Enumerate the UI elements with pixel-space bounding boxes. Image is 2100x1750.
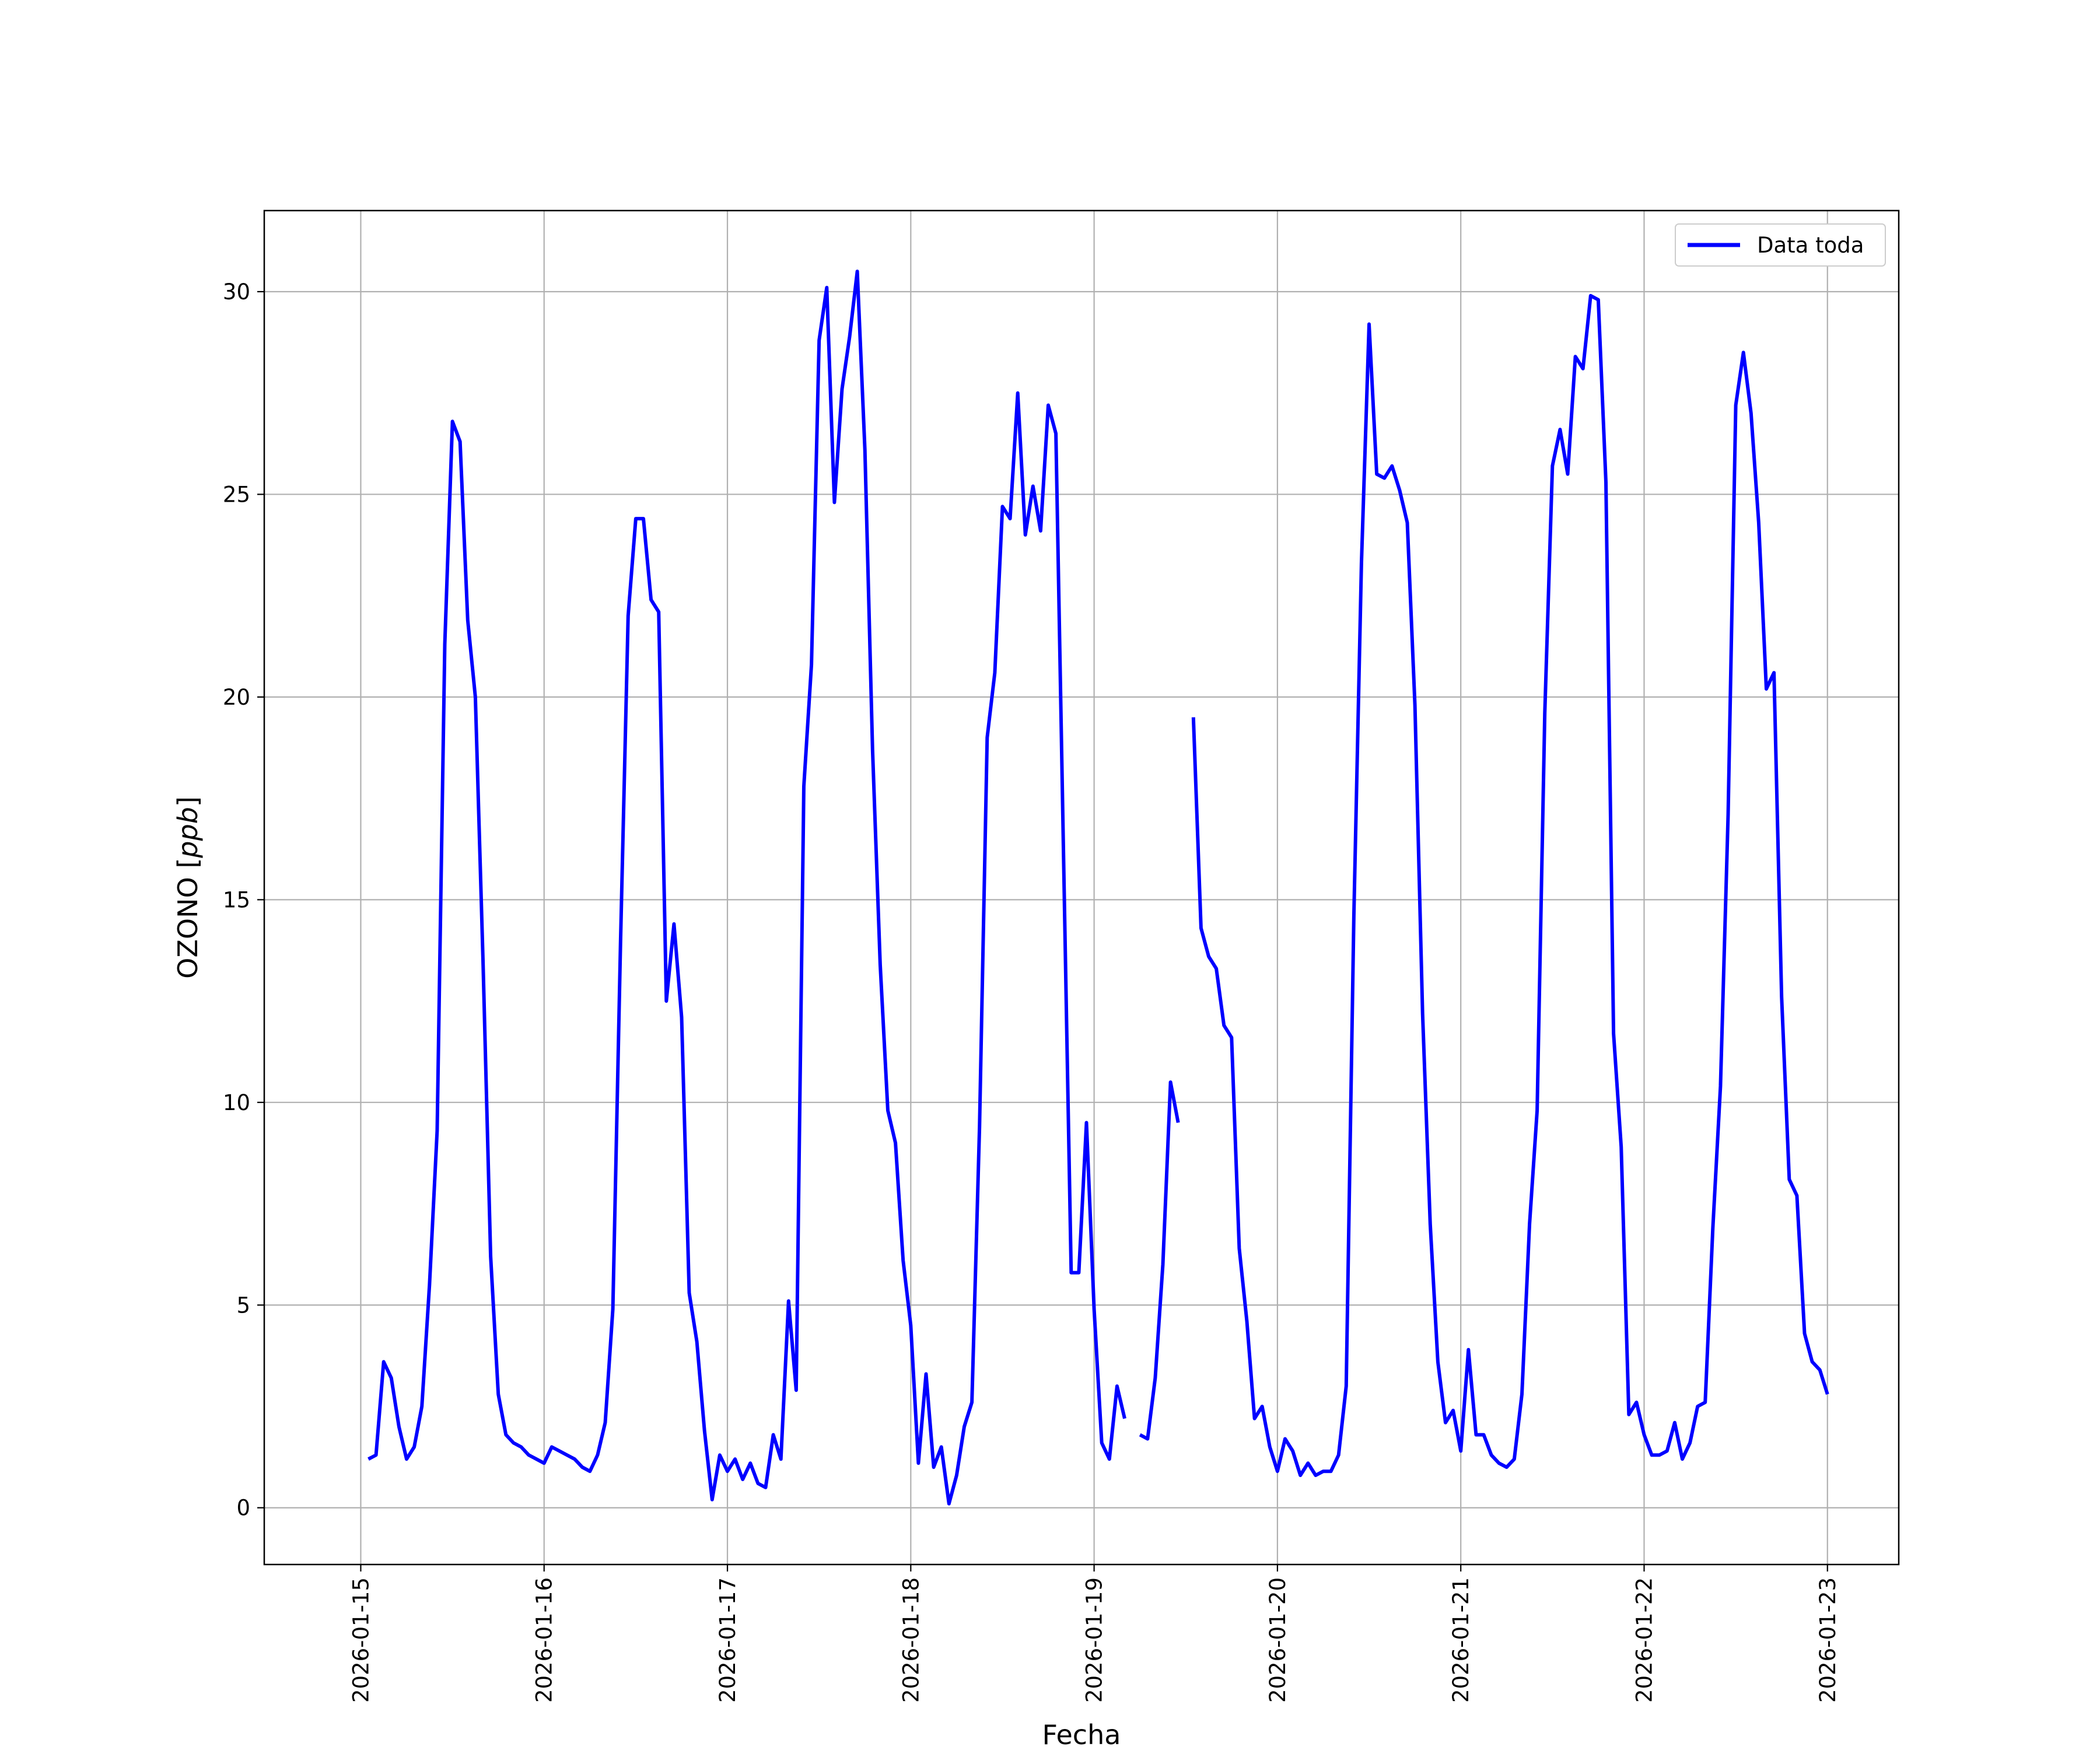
x-axis-label: Fecha bbox=[1042, 1719, 1121, 1750]
x-tick-label: 2026-01-19 bbox=[1082, 1577, 1107, 1703]
y-tick-label: 5 bbox=[236, 1293, 250, 1318]
x-tick-label: 2026-01-22 bbox=[1632, 1577, 1657, 1703]
x-tick-label: 2026-01-16 bbox=[532, 1577, 557, 1703]
x-tick-label: 2026-01-21 bbox=[1448, 1577, 1474, 1703]
x-tick-label: 2026-01-18 bbox=[898, 1577, 923, 1703]
x-tick-label: 2026-01-20 bbox=[1265, 1577, 1290, 1703]
y-tick-label: 15 bbox=[223, 887, 250, 912]
y-axis-label-name: OZONO bbox=[172, 877, 204, 979]
series-line bbox=[1191, 293, 1829, 1478]
y-tick-label: 10 bbox=[223, 1090, 250, 1115]
series-line bbox=[1139, 1080, 1180, 1441]
x-tick-label: 2026-01-15 bbox=[348, 1577, 373, 1703]
y-tick-label: 30 bbox=[223, 279, 250, 304]
legend: Data toda bbox=[1675, 223, 1886, 267]
y-tick-label: 0 bbox=[236, 1496, 250, 1521]
x-tick-label: 2026-01-17 bbox=[715, 1577, 740, 1703]
y-axis: 0 5 10 15 20 25 30 bbox=[223, 279, 264, 1521]
x-axis: 2026-01-15 2026-01-16 2026-01-17 2026-01-18… bbox=[348, 1564, 1840, 1703]
x-tick-label: 2026-01-23 bbox=[1815, 1577, 1840, 1703]
data-area bbox=[368, 270, 1829, 1506]
y-axis-label-unit: ppb bbox=[172, 807, 204, 859]
legend-box bbox=[1675, 223, 1886, 267]
legend-label: Data toda bbox=[1757, 233, 1864, 258]
y-tick-label: 25 bbox=[223, 482, 250, 507]
plot-frame bbox=[263, 209, 1900, 1566]
series-line bbox=[368, 270, 1126, 1506]
y-tick-label: 20 bbox=[223, 685, 250, 710]
y-axis-label: OZONO [ppb] bbox=[172, 796, 204, 979]
